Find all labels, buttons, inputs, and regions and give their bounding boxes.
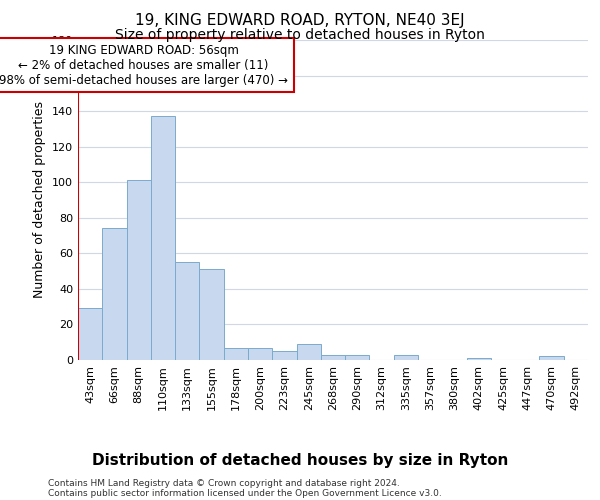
Bar (78, 308, 102, 360)
Bar (321, 354, 345, 360)
Bar (199, 270, 224, 360)
Text: Size of property relative to detached houses in Ryton: Size of property relative to detached ho… (115, 28, 485, 42)
Bar (102, 228, 127, 360)
Bar (296, 344, 321, 360)
Text: 19 KING EDWARD ROAD: 56sqm
← 2% of detached houses are smaller (11)
98% of semi-: 19 KING EDWARD ROAD: 56sqm ← 2% of detac… (0, 44, 288, 86)
Bar (248, 348, 272, 360)
Bar (224, 348, 248, 360)
Text: Distribution of detached houses by size in Ryton: Distribution of detached houses by size … (92, 452, 508, 468)
Bar (394, 354, 418, 360)
Bar (175, 262, 199, 360)
Text: 19, KING EDWARD ROAD, RYTON, NE40 3EJ: 19, KING EDWARD ROAD, RYTON, NE40 3EJ (135, 12, 465, 28)
Text: Contains public sector information licensed under the Open Government Licence v3: Contains public sector information licen… (48, 489, 442, 498)
Bar (151, 116, 175, 360)
Bar (539, 356, 564, 360)
Bar (127, 180, 151, 360)
Y-axis label: Number of detached properties: Number of detached properties (34, 102, 46, 298)
Bar (467, 358, 491, 360)
Text: Contains HM Land Registry data © Crown copyright and database right 2024.: Contains HM Land Registry data © Crown c… (48, 479, 400, 488)
Bar (345, 354, 370, 360)
Bar (272, 351, 296, 360)
